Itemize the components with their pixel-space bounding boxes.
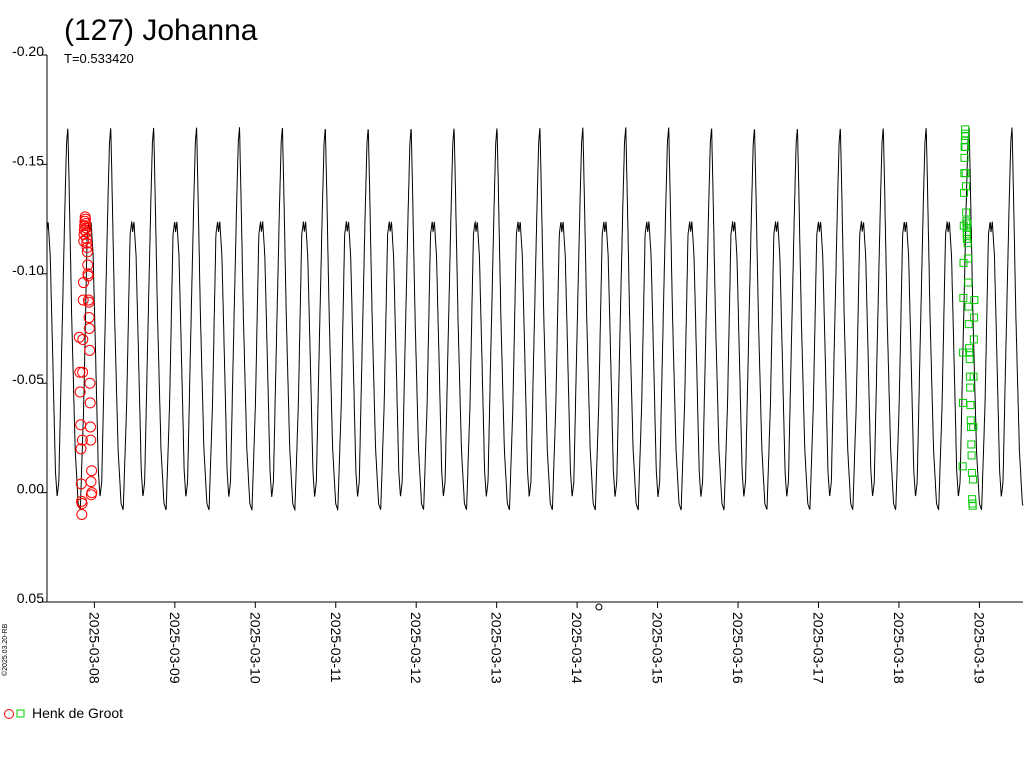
data-point-square bbox=[967, 440, 976, 449]
data-point-square bbox=[959, 258, 968, 267]
data-point-square bbox=[968, 501, 977, 510]
legend-observer-label: Henk de Groot bbox=[32, 705, 123, 721]
zero-time-marker bbox=[595, 603, 603, 611]
data-point-circle bbox=[79, 220, 91, 232]
x-tick-label: 2025-03-14 bbox=[569, 612, 585, 684]
data-point-circle bbox=[86, 487, 98, 499]
data-point-circle bbox=[83, 323, 95, 334]
data-point-circle bbox=[81, 237, 93, 249]
data-point-circle bbox=[83, 296, 95, 308]
x-tick-label: 2025-03-13 bbox=[489, 612, 505, 684]
data-point-square bbox=[966, 383, 975, 392]
data-point-square bbox=[958, 462, 967, 471]
data-point-square bbox=[964, 278, 973, 287]
data-point-circle bbox=[80, 222, 92, 234]
data-point-square bbox=[963, 254, 972, 263]
y-axis-ticks: -0.20 -0.15 -0.10 -0.05 0.00 0.05 bbox=[12, 43, 47, 606]
data-point-circle bbox=[85, 434, 97, 446]
data-point-circle bbox=[86, 465, 98, 477]
data-point-circle bbox=[84, 377, 96, 389]
data-point-square bbox=[969, 335, 978, 344]
data-point-square bbox=[961, 131, 970, 140]
series-1 bbox=[958, 125, 979, 510]
data-point-circle bbox=[81, 233, 93, 245]
data-point-circle bbox=[80, 217, 92, 229]
y-tick-label: -0.20 bbox=[12, 43, 44, 59]
chart-title: (127) Johanna bbox=[64, 14, 258, 47]
data-point-circle bbox=[83, 312, 95, 324]
data-point-square bbox=[965, 344, 974, 353]
data-point-circle bbox=[77, 294, 89, 306]
data-point-circle bbox=[75, 443, 87, 455]
y-tick-label: 0.05 bbox=[17, 590, 44, 606]
data-point-circle bbox=[76, 508, 88, 520]
y-tick-label: -0.15 bbox=[12, 152, 44, 168]
x-tick-label: 2025-03-10 bbox=[247, 612, 263, 684]
data-point-circle bbox=[76, 498, 88, 510]
chart-credit: ©2025.03.20-RB bbox=[1, 623, 9, 676]
data-point-square bbox=[958, 398, 967, 407]
x-tick-label: 2025-03-17 bbox=[811, 612, 827, 684]
model-curve-layer bbox=[46, 127, 1024, 512]
data-point-circle bbox=[76, 434, 88, 446]
data-point-square bbox=[966, 401, 975, 410]
data-point-circle bbox=[74, 386, 86, 398]
data-point-square bbox=[963, 219, 972, 228]
data-point-circle bbox=[80, 226, 92, 238]
legend: Henk de Groot bbox=[4, 705, 123, 721]
data-point-square bbox=[968, 475, 977, 484]
data-point-square bbox=[961, 169, 970, 178]
data-point-circle bbox=[78, 224, 90, 236]
y-tick-label: -0.10 bbox=[12, 262, 44, 278]
data-point-square bbox=[963, 228, 972, 237]
data-point-circle bbox=[79, 213, 91, 225]
data-point-square bbox=[963, 239, 972, 248]
x-tick-label: 2025-03-11 bbox=[328, 612, 344, 683]
y-tick-label: 0.00 bbox=[17, 481, 44, 497]
x-tick-label: 2025-03-12 bbox=[408, 612, 424, 684]
data-point-circle bbox=[77, 366, 89, 378]
data-point-square bbox=[962, 182, 971, 191]
model-lightcurve-line bbox=[46, 127, 1024, 512]
chart-subtitle: T=0.533420 bbox=[64, 51, 134, 66]
data-point-circle bbox=[82, 270, 94, 282]
data-point-square bbox=[970, 313, 979, 322]
data-point-circle bbox=[81, 246, 93, 258]
data-point-circle bbox=[81, 242, 93, 254]
data-point-circle bbox=[84, 344, 96, 356]
y-tick-label: -0.05 bbox=[12, 371, 44, 387]
legend-circle-marker bbox=[4, 709, 14, 719]
x-tick-label: 2025-03-18 bbox=[891, 612, 907, 684]
data-point-square bbox=[965, 355, 974, 364]
data-point-square bbox=[969, 422, 978, 431]
x-axis-ticks: 2025-03-08 2025-03-09 2025-03-10 2025-03-11… bbox=[86, 602, 987, 684]
x-tick-label: 2025-03-19 bbox=[971, 612, 987, 684]
data-point-square bbox=[960, 153, 969, 162]
data-point-square bbox=[969, 372, 978, 381]
data-point-circle bbox=[84, 397, 96, 409]
data-points-layer bbox=[73, 125, 979, 520]
data-point-square bbox=[964, 302, 973, 311]
x-tick-label: 2025-03-16 bbox=[730, 612, 746, 684]
data-point-square bbox=[961, 142, 970, 151]
x-tick-label: 2025-03-15 bbox=[650, 612, 666, 684]
data-point-square bbox=[970, 296, 979, 305]
data-point-circle bbox=[84, 421, 96, 433]
axes-layer bbox=[46, 55, 1023, 603]
x-tick-label: 2025-03-09 bbox=[167, 612, 183, 684]
data-point-circle bbox=[77, 333, 89, 345]
legend-square-marker bbox=[16, 709, 25, 718]
series-0 bbox=[73, 211, 98, 520]
data-point-square bbox=[962, 208, 971, 217]
data-point-square bbox=[959, 293, 968, 302]
data-point-circle bbox=[85, 476, 97, 488]
data-point-square bbox=[967, 451, 976, 460]
data-point-circle bbox=[82, 259, 94, 271]
data-point-circle bbox=[74, 366, 86, 378]
data-point-square bbox=[959, 348, 968, 357]
x-tick-label: 2025-03-08 bbox=[86, 612, 102, 684]
data-point-square bbox=[964, 320, 973, 329]
